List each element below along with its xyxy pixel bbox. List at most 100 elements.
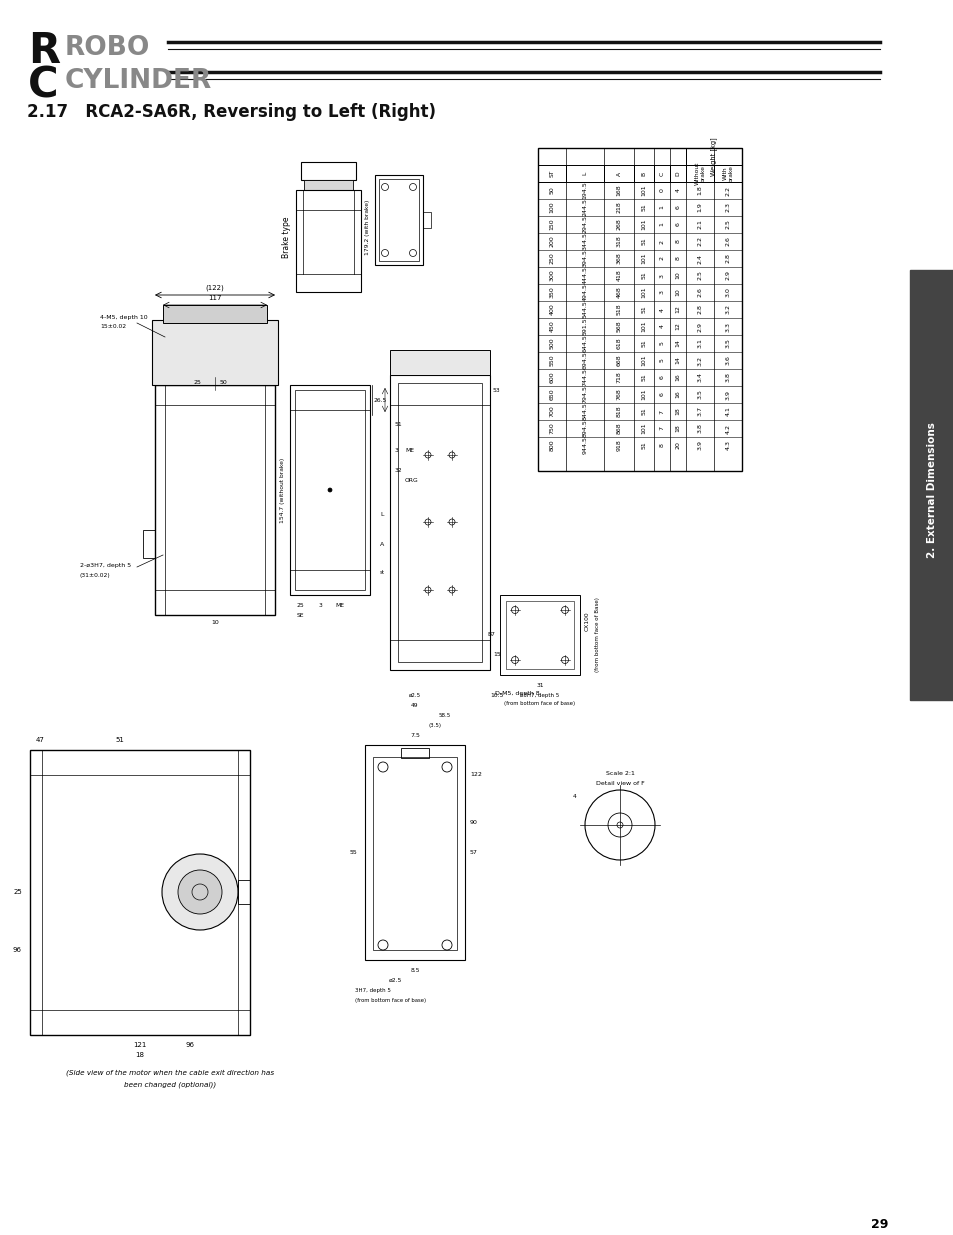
Text: 121: 121 (133, 1042, 147, 1049)
Text: 3.0: 3.0 (724, 288, 730, 298)
Text: 3.8: 3.8 (724, 373, 730, 383)
Text: 101: 101 (640, 422, 646, 435)
Text: 894.5: 894.5 (582, 420, 587, 437)
Text: 4.2: 4.2 (724, 424, 730, 433)
Text: 3.3: 3.3 (724, 321, 730, 331)
Bar (373, 757, 456, 950)
Text: 494.5: 494.5 (582, 284, 587, 301)
Text: 96: 96 (185, 1042, 194, 1049)
Text: 15: 15 (493, 652, 500, 657)
Circle shape (328, 488, 332, 492)
Text: L: L (379, 513, 383, 517)
Text: ø2.5: ø2.5 (388, 978, 401, 983)
Text: 2.9: 2.9 (697, 321, 701, 331)
Text: ø2.5: ø2.5 (409, 693, 420, 698)
Text: 3.6: 3.6 (724, 356, 730, 366)
Text: 944.5: 944.5 (582, 436, 587, 454)
Text: 6: 6 (675, 222, 679, 226)
Text: 6: 6 (659, 393, 664, 396)
Text: CYLINDER: CYLINDER (65, 68, 212, 94)
Text: Detail view of F: Detail view of F (595, 781, 643, 785)
Text: 618: 618 (616, 337, 620, 350)
Text: D-M5, depth 8: D-M5, depth 8 (495, 690, 539, 695)
Text: 154.7 (without brake): 154.7 (without brake) (280, 457, 285, 522)
Text: 294.5: 294.5 (582, 216, 587, 233)
Text: 10: 10 (675, 272, 679, 279)
Bar (685, 165, 713, 182)
Text: 2.6: 2.6 (724, 237, 730, 247)
Text: 55: 55 (349, 850, 356, 855)
Text: 450: 450 (549, 321, 554, 332)
Text: 51: 51 (640, 305, 646, 314)
Text: 218: 218 (616, 201, 620, 214)
Text: 1.9: 1.9 (697, 203, 701, 212)
Text: 18: 18 (675, 425, 679, 432)
Text: 6: 6 (659, 375, 664, 379)
Text: 25: 25 (193, 379, 201, 384)
Text: 550: 550 (549, 354, 554, 367)
Bar (565, 165, 603, 182)
Text: 444.5: 444.5 (582, 267, 587, 284)
Text: Brake type: Brake type (282, 216, 291, 258)
Text: Weight [kg]: Weight [kg] (710, 137, 717, 175)
Text: 10: 10 (675, 289, 679, 296)
Text: 1: 1 (659, 205, 664, 210)
Text: 544.5: 544.5 (582, 300, 587, 319)
Text: 53: 53 (493, 388, 500, 393)
Bar (397, 383, 481, 662)
Text: 51: 51 (395, 422, 402, 427)
Text: SE: SE (296, 613, 303, 618)
Bar (378, 179, 418, 261)
Bar (390, 375, 490, 671)
Text: C: C (28, 65, 58, 107)
Text: 5: 5 (659, 342, 664, 346)
Text: 2.8: 2.8 (724, 253, 730, 263)
Text: 694.5: 694.5 (582, 352, 587, 369)
Text: 7: 7 (659, 410, 664, 414)
Text: 344.5: 344.5 (582, 232, 587, 251)
Text: 2.1: 2.1 (697, 220, 701, 230)
Bar (909, 270, 953, 700)
Text: 368: 368 (616, 253, 620, 264)
Text: 2: 2 (659, 240, 664, 243)
Text: ME: ME (405, 447, 414, 452)
Bar (152, 320, 277, 385)
Text: 244.5: 244.5 (582, 199, 587, 216)
Text: 29: 29 (870, 1218, 887, 1231)
Text: 14: 14 (675, 357, 679, 364)
Bar (301, 162, 355, 180)
Text: 2.9: 2.9 (724, 270, 730, 280)
Text: 1: 1 (659, 222, 664, 226)
Text: 16: 16 (675, 374, 679, 382)
Text: 16: 16 (675, 390, 679, 399)
Text: ST: ST (549, 170, 554, 177)
Text: 0: 0 (659, 189, 664, 193)
Text: 591.5: 591.5 (582, 317, 587, 336)
Text: 101: 101 (640, 287, 646, 299)
Text: 2.2: 2.2 (697, 236, 701, 247)
Bar (304, 180, 353, 190)
Bar (163, 305, 267, 324)
Text: D: D (675, 172, 679, 175)
Text: 101: 101 (640, 321, 646, 332)
Text: 3.5: 3.5 (724, 338, 730, 348)
Bar (422, 212, 431, 228)
Text: 518: 518 (616, 304, 620, 315)
Text: 179.2 (with brake): 179.2 (with brake) (365, 199, 370, 254)
Bar (375, 175, 422, 266)
Text: R: R (28, 30, 60, 72)
Text: (from bottom face of Base): (from bottom face of Base) (595, 598, 599, 672)
Text: 8.5: 8.5 (410, 968, 419, 973)
Text: 14: 14 (675, 340, 679, 347)
Text: 117: 117 (208, 295, 221, 301)
Bar (654, 165, 669, 182)
Circle shape (162, 853, 237, 930)
Text: 101: 101 (640, 219, 646, 230)
Bar (400, 748, 429, 758)
Bar (143, 530, 154, 558)
Text: 101: 101 (640, 185, 646, 196)
Text: Without
brake: Without brake (694, 162, 704, 185)
Text: 700: 700 (549, 405, 554, 417)
Text: ORG: ORG (405, 478, 418, 483)
Bar (295, 190, 360, 291)
